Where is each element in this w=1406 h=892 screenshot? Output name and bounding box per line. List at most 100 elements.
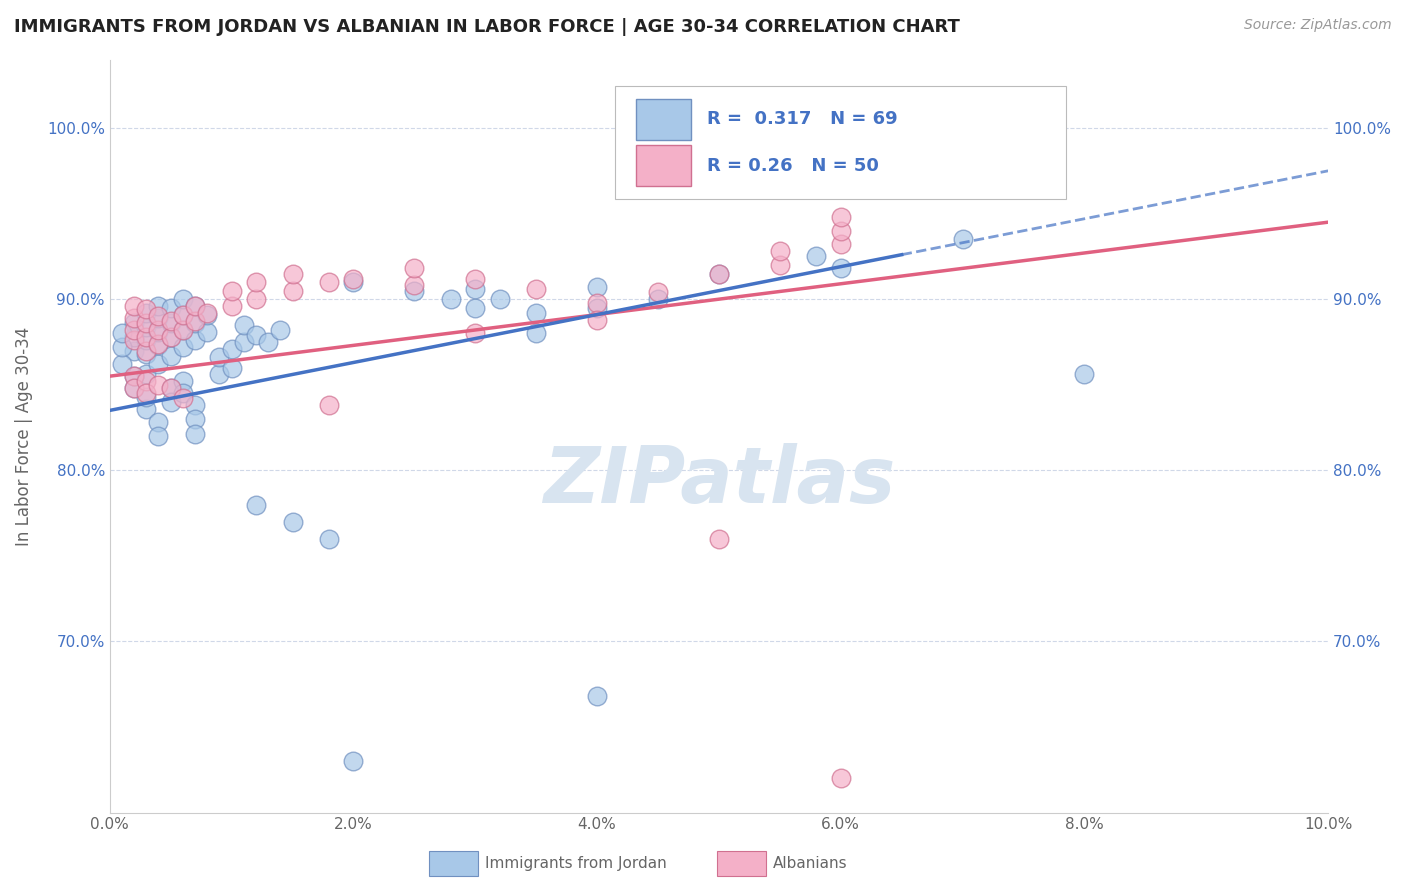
Point — [488, 292, 510, 306]
Point — [111, 357, 134, 371]
Point — [1073, 368, 1095, 382]
Y-axis label: In Labor Force | Age 30-34: In Labor Force | Age 30-34 — [15, 326, 32, 546]
Point — [586, 295, 609, 310]
Point — [122, 343, 145, 358]
Point — [232, 318, 254, 332]
Point — [586, 689, 609, 703]
Text: Immigrants from Jordan: Immigrants from Jordan — [485, 856, 666, 871]
Point — [122, 323, 145, 337]
Point — [172, 308, 194, 322]
Point — [135, 306, 157, 320]
Point — [208, 368, 231, 382]
Text: Source: ZipAtlas.com: Source: ZipAtlas.com — [1244, 18, 1392, 32]
Point — [122, 299, 145, 313]
Point — [172, 308, 194, 322]
Point — [184, 412, 207, 426]
Point — [342, 754, 364, 768]
Point — [586, 301, 609, 315]
Point — [830, 772, 852, 786]
Point — [159, 381, 181, 395]
Point — [269, 323, 291, 337]
Point — [148, 416, 170, 430]
Point — [440, 292, 463, 306]
Point — [830, 224, 852, 238]
Text: R =  0.317   N = 69: R = 0.317 N = 69 — [707, 111, 897, 128]
Point — [245, 328, 267, 343]
Point — [184, 316, 207, 330]
Point — [524, 326, 547, 341]
Point — [245, 275, 267, 289]
Point — [159, 330, 181, 344]
Point — [159, 349, 181, 363]
Point — [404, 261, 426, 276]
Point — [524, 282, 547, 296]
Point — [586, 280, 609, 294]
Point — [281, 515, 304, 529]
Point — [148, 429, 170, 443]
FancyBboxPatch shape — [636, 98, 690, 140]
Point — [586, 312, 609, 326]
Point — [148, 323, 170, 337]
Point — [172, 374, 194, 388]
Point — [159, 316, 181, 330]
Point — [318, 398, 340, 412]
Point — [221, 360, 243, 375]
Point — [830, 237, 852, 252]
Point — [952, 232, 974, 246]
Point — [172, 323, 194, 337]
Point — [195, 306, 218, 320]
Point — [830, 210, 852, 224]
FancyBboxPatch shape — [616, 86, 1066, 199]
Point — [707, 267, 730, 281]
Text: Albanians: Albanians — [773, 856, 848, 871]
Point — [122, 310, 145, 325]
Point — [148, 310, 170, 324]
Point — [184, 333, 207, 347]
Point — [135, 390, 157, 404]
Text: R = 0.26   N = 50: R = 0.26 N = 50 — [707, 157, 879, 175]
Point — [135, 319, 157, 334]
Point — [342, 271, 364, 285]
Point — [647, 292, 669, 306]
Point — [172, 323, 194, 337]
Point — [159, 301, 181, 315]
Point — [172, 292, 194, 306]
Point — [135, 401, 157, 416]
Point — [148, 325, 170, 339]
Point — [184, 427, 207, 442]
Point — [148, 357, 170, 371]
Point — [122, 316, 145, 330]
Point — [318, 275, 340, 289]
Point — [172, 392, 194, 406]
Text: ZIPatlas: ZIPatlas — [543, 443, 896, 519]
Point — [769, 244, 792, 259]
Point — [135, 330, 157, 344]
Point — [464, 326, 486, 341]
Point — [281, 267, 304, 281]
Point — [208, 351, 231, 365]
FancyBboxPatch shape — [636, 145, 690, 186]
Point — [135, 374, 157, 388]
Point — [464, 271, 486, 285]
Point — [122, 381, 145, 395]
Point — [707, 267, 730, 281]
Point — [769, 258, 792, 272]
Point — [148, 336, 170, 351]
Point — [159, 330, 181, 344]
Point — [148, 299, 170, 313]
Point — [135, 302, 157, 317]
Point — [221, 342, 243, 356]
Point — [464, 301, 486, 315]
Point — [195, 308, 218, 322]
Point — [195, 325, 218, 339]
Point — [135, 386, 157, 401]
Point — [135, 333, 157, 347]
Point — [830, 261, 852, 276]
Point — [135, 368, 157, 382]
Point — [707, 532, 730, 546]
Point — [184, 314, 207, 328]
Point — [404, 278, 426, 293]
Point — [221, 284, 243, 298]
Point — [148, 338, 170, 352]
Point — [404, 284, 426, 298]
